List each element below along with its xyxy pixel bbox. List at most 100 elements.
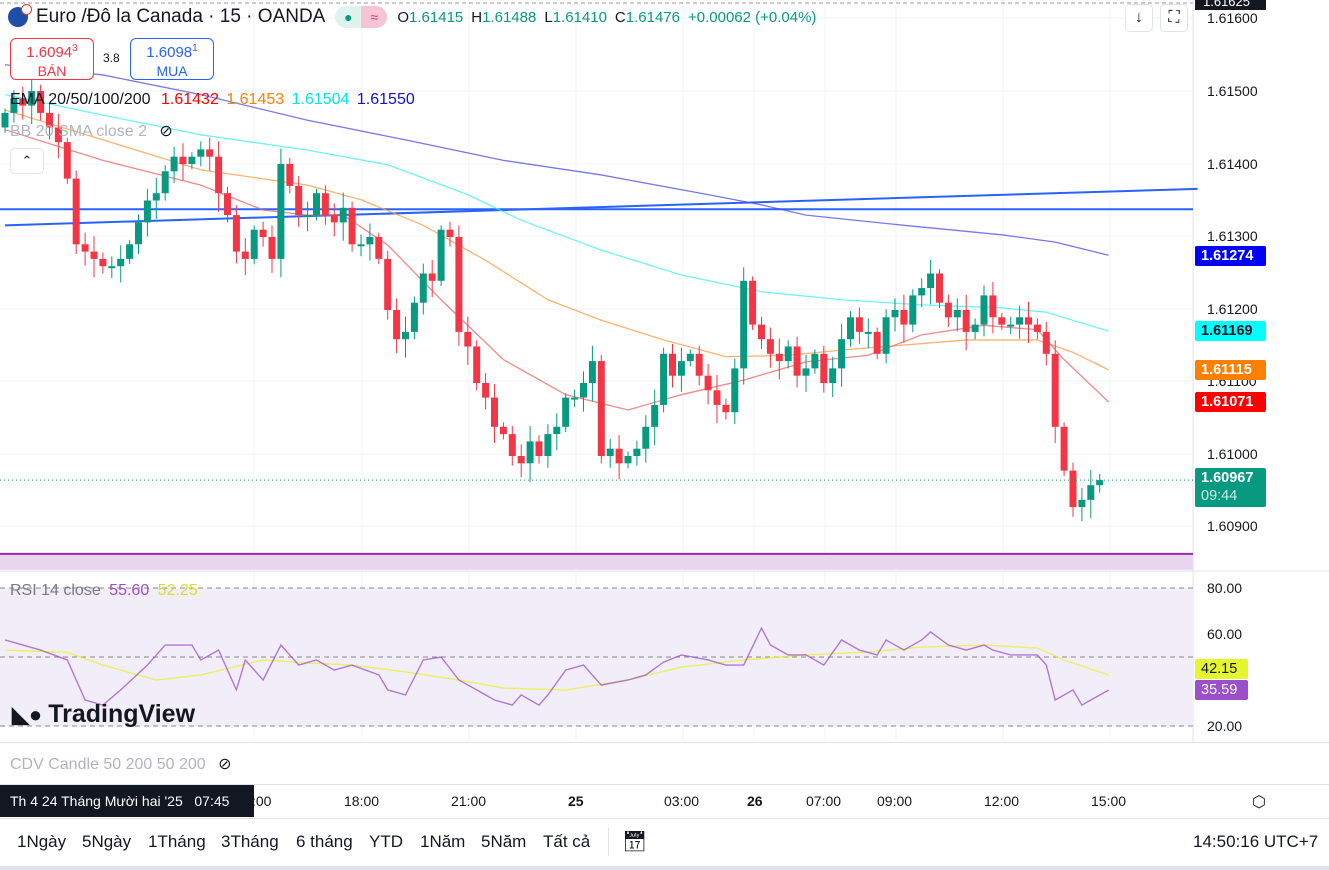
price-tick: 1.61600 — [1207, 10, 1258, 26]
candle-down — [615, 448, 623, 464]
ohlc-key: C — [614, 8, 626, 26]
timezone-clock[interactable]: 14:50:16 UTC+7 — [1193, 832, 1319, 851]
tradingview-logo-icon: ◣● — [12, 701, 43, 727]
crosshair-time-label: Th 4 24 Tháng Mười hai '25 07:45 — [0, 785, 254, 817]
candle-up — [402, 331, 409, 340]
candle-down — [491, 397, 498, 427]
bb-legend-name: BB 20 SMA close 2 — [10, 123, 147, 140]
time-tick: 25 — [568, 793, 584, 809]
candle-down — [793, 346, 801, 376]
candle-down — [446, 229, 454, 237]
range-button[interactable]: 6 tháng — [296, 832, 353, 851]
ohlc-value: 1.61415 — [409, 8, 464, 26]
candle-down — [766, 339, 774, 354]
time-tick: 18:00 — [344, 793, 380, 809]
candle-down — [1051, 353, 1059, 427]
price-chart-canvas[interactable] — [0, 0, 1329, 742]
candle-up — [197, 149, 205, 157]
buy-price: 1.6098 — [146, 44, 193, 61]
toolbar-separator — [608, 828, 609, 856]
candle-down — [224, 193, 231, 216]
sell-button[interactable]: 1.60943 BÁN — [10, 38, 94, 80]
candle-down — [54, 127, 62, 143]
ema20-line — [4, 129, 1110, 411]
range-button[interactable]: 1Ngày — [17, 832, 67, 851]
ema200-price-tag: 1.61274 — [1195, 246, 1266, 266]
candle-up — [313, 193, 320, 216]
time-tick: 07:00 — [806, 793, 842, 809]
candle-down — [72, 178, 80, 245]
range-button[interactable]: 3Tháng — [221, 832, 279, 851]
bb-legend[interactable]: BB 20 SMA close 2 ⊘ — [10, 121, 173, 141]
rsi-legend[interactable]: RSI 14 close 55.60 52.25 — [10, 582, 198, 600]
price-tick: 1.61400 — [1207, 156, 1258, 172]
ema20-value: 1.61432 — [161, 91, 219, 108]
eye-hidden-icon[interactable]: ⊘ — [159, 123, 173, 140]
candle-up — [829, 368, 837, 383]
candle-down — [19, 98, 27, 106]
candle-down — [900, 310, 908, 325]
collapse-legend-button[interactable]: ⌃ — [10, 148, 44, 174]
time-tick: 03:00 — [664, 793, 700, 809]
time-tick: 09:00 — [877, 793, 913, 809]
chart-settings-icon[interactable]: ⬡ — [1252, 794, 1266, 811]
candle-down — [704, 375, 712, 391]
delay-wave-icon: ≈ — [361, 6, 388, 28]
scroll-down-icon[interactable]: ↓ — [1125, 4, 1153, 32]
candle-up — [1078, 499, 1086, 508]
candle-down — [428, 273, 436, 281]
range-button[interactable]: Tất cả — [543, 832, 591, 851]
candle-down — [1025, 317, 1032, 325]
candle-down — [962, 310, 970, 332]
ohlc-value: +0.00062 (+0.04%) — [688, 8, 817, 26]
pane-divider[interactable] — [0, 742, 1329, 743]
candle-up — [526, 441, 534, 464]
range-button[interactable]: 1Năm — [420, 832, 466, 851]
candle-up — [188, 156, 196, 164]
last-price-tag: 1.60967 09:44 — [1195, 468, 1266, 507]
candle-down — [464, 331, 472, 347]
ohlc-value: 1.61476 — [625, 8, 680, 26]
time-tick: 26 — [747, 793, 763, 809]
rsi-line — [4, 626, 1109, 707]
cdv-legend[interactable]: CDV Candle 50 200 50 200 ⊘ — [10, 754, 232, 774]
candle-up — [277, 164, 285, 259]
candle-down — [90, 251, 98, 259]
candle-down — [375, 237, 383, 259]
candle-up — [339, 207, 347, 223]
fullscreen-icon[interactable]: ⛶ — [1160, 4, 1188, 32]
eye-hidden-icon[interactable]: ⊘ — [218, 756, 232, 773]
price-tick: 1.61000 — [1207, 446, 1258, 462]
price-tick: 1.61200 — [1207, 301, 1258, 317]
time-tick: :00 — [252, 793, 272, 809]
market-status[interactable]: ● ≈ — [335, 6, 388, 28]
candle-up — [28, 91, 36, 106]
candle-down — [393, 310, 401, 340]
range-button[interactable]: YTD — [369, 832, 403, 851]
candle-down — [713, 390, 721, 405]
buy-price-sup: 1 — [192, 43, 198, 54]
candle-up — [571, 397, 579, 400]
candle-up — [740, 280, 748, 369]
candle-down — [330, 215, 338, 223]
symbol-title[interactable]: Euro /Đô la Canada · 15 · OANDA — [36, 6, 326, 27]
candle-up — [544, 434, 552, 456]
buy-button[interactable]: 1.60981 MUA — [130, 38, 214, 80]
candle-up — [419, 273, 427, 303]
candle-up — [126, 244, 134, 259]
candle-down — [722, 404, 730, 413]
ohlc-value: 1.61488 — [482, 8, 537, 26]
candle-up — [304, 215, 312, 218]
goto-date-calendar-icon[interactable]: 📅︎ — [622, 831, 648, 853]
range-button[interactable]: 5Ngày — [82, 832, 132, 851]
range-button[interactable]: 5Năm — [481, 832, 527, 851]
time-tick: 12:00 — [984, 793, 1020, 809]
candle-up — [847, 317, 854, 340]
range-button[interactable]: 1Tháng — [148, 832, 206, 851]
candle-down — [46, 112, 53, 128]
ema100-line — [4, 94, 1109, 332]
ema-legend[interactable]: EMA 20/50/100/200 1.61432 1.61453 1.6150… — [10, 91, 415, 109]
candle-down — [1069, 470, 1077, 508]
candle-down — [232, 215, 240, 252]
candle-up — [410, 302, 418, 332]
